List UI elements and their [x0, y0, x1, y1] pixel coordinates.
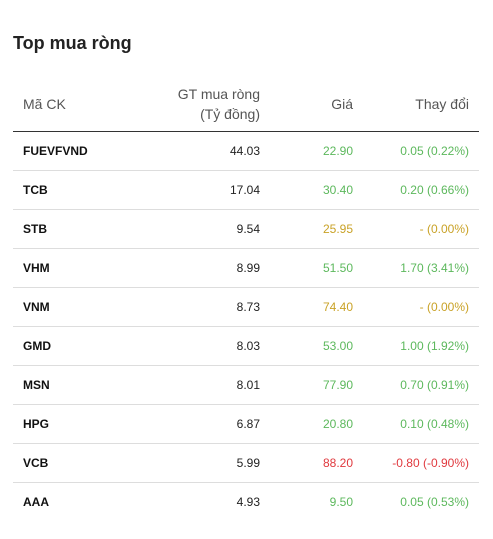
column-header-price[interactable]: Giá [270, 76, 363, 132]
stock-code[interactable]: TCB [13, 170, 143, 210]
price-value: 22.90 [270, 131, 363, 171]
table-row[interactable]: FUEVFVND 44.03 22.90 0.05 (0.22%) [13, 131, 479, 171]
change-value: 1.70 (3.41%) [363, 248, 479, 288]
price-value: 9.50 [329, 495, 353, 509]
table-body: FUEVFVND 44.03 22.90 0.05 (0.22%) TCB 17… [13, 131, 479, 522]
stock-code[interactable]: VNM [13, 287, 143, 327]
change-value: - (0.00%) [363, 287, 479, 327]
table-row[interactable]: STB 9.54 25.95 - (0.00%) [13, 209, 479, 249]
net-buy-value: 5.99 [143, 443, 270, 483]
column-header-net-value-unit: (Tỷ đồng) [200, 105, 260, 122]
change-value: 0.05 (0.22%) [363, 131, 479, 171]
stock-code[interactable]: AAA [23, 495, 49, 509]
stock-code[interactable]: HPG [13, 404, 143, 444]
net-buy-value: 8.99 [143, 248, 270, 288]
net-buy-value: 9.54 [143, 209, 270, 249]
widget-title: Top mua ròng [13, 33, 132, 53]
column-header-code[interactable]: Mã CK [13, 76, 143, 132]
change-value: 1.00 (1.92%) [363, 326, 479, 366]
stock-code[interactable]: MSN [13, 365, 143, 405]
price-value: 25.95 [270, 209, 363, 249]
stock-code[interactable]: STB [13, 209, 143, 249]
price-value: 74.40 [270, 287, 363, 327]
change-value: 0.05 (0.53%) [400, 495, 469, 509]
table-row[interactable]: VHM 8.99 51.50 1.70 (3.41%) [13, 248, 479, 288]
price-value: 88.20 [270, 443, 363, 483]
change-value: - (0.00%) [363, 209, 479, 249]
net-buy-value: 8.03 [143, 326, 270, 366]
header-row: Mã CK GT mua ròng (Tỷ đồng) Giá Thay đổi [13, 76, 479, 132]
column-header-net-value-line1: GT mua ròng [177, 85, 260, 102]
price-value: 51.50 [270, 248, 363, 288]
change-value: 0.70 (0.91%) [363, 365, 479, 405]
stock-code[interactable]: GMD [13, 326, 143, 366]
stock-code[interactable]: FUEVFVND [13, 131, 143, 171]
net-buy-value: 44.03 [143, 131, 270, 171]
net-buy-value: 6.87 [143, 404, 270, 444]
change-value: 0.10 (0.48%) [363, 404, 479, 444]
table-row[interactable]: HPG 6.87 20.80 0.10 (0.48%) [13, 404, 479, 444]
table-row[interactable]: MSN 8.01 77.90 0.70 (0.91%) [13, 365, 479, 405]
stock-code[interactable]: VCB [13, 443, 143, 483]
net-buy-value: 8.01 [143, 365, 270, 405]
net-buy-value: 4.93 [236, 495, 260, 509]
net-buy-value: 8.73 [143, 287, 270, 327]
table-header: Mã CK GT mua ròng (Tỷ đồng) Giá Thay đổi [13, 76, 479, 132]
change-value: 0.20 (0.66%) [363, 170, 479, 210]
table-row[interactable]: GMD 8.03 53.00 1.00 (1.92%) [13, 326, 479, 366]
table-row[interactable]: VNM 8.73 74.40 - (0.00%) [13, 287, 479, 327]
table-row[interactable]: TCB 17.04 30.40 0.20 (0.66%) [13, 170, 479, 210]
price-value: 53.00 [270, 326, 363, 366]
stock-code[interactable]: VHM [13, 248, 143, 288]
price-value: 77.90 [270, 365, 363, 405]
table-row[interactable]: VCB 5.99 88.20 -0.80 (-0.90%) [13, 443, 479, 483]
column-header-change[interactable]: Thay đổi [363, 76, 479, 132]
price-value: 30.40 [270, 170, 363, 210]
net-buy-table: Mã CK GT mua ròng (Tỷ đồng) Giá Thay đổi… [13, 76, 479, 521]
change-value: -0.80 (-0.90%) [363, 443, 479, 483]
net-buy-value: 17.04 [143, 170, 270, 210]
column-header-net-value[interactable]: GT mua ròng (Tỷ đồng) [143, 76, 270, 132]
price-value: 20.80 [270, 404, 363, 444]
table-row[interactable]: AAA 4.93 9.50 0.05 (0.53%) [13, 483, 479, 522]
